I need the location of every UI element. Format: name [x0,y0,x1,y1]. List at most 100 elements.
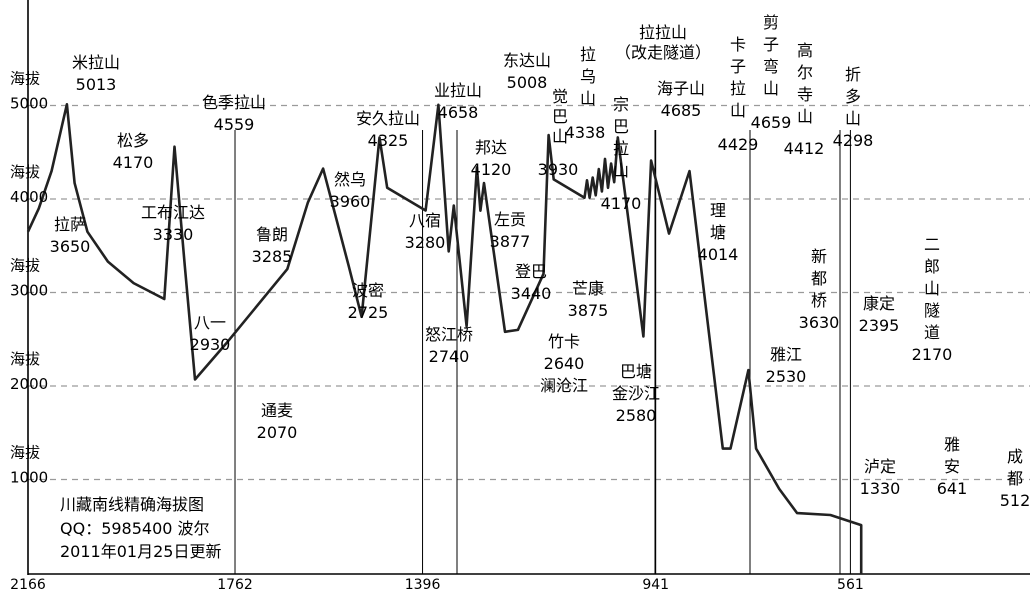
place-label-bomi: 波密 2725 [348,281,389,322]
place-label-anjiulashan: 安久拉山 4325 [356,109,420,150]
update-date: 2011年01月25日更新 [60,542,221,561]
place-label-line: 拉萨 [54,215,86,234]
place-label-basu: 八宿 3280 [405,211,446,252]
place-label-kangding: 康定 2395 [859,294,900,335]
place-label-zuogong: 左贡 3877 [490,210,531,251]
place-label-gaoersishan-v: 4412 [784,139,825,158]
x-tick-labels: 2166 1762 1396 941 561 [10,577,864,590]
place-label-line: 4412 [784,139,825,158]
x-tick-label: 2166 [10,577,46,590]
place-label-line: 512 [1000,491,1030,510]
place-label-line: 3630 [799,313,840,332]
place-label-line: 3440 [511,284,552,303]
place-label-line: 山 [845,109,861,128]
place-label-line: 1330 [860,479,901,498]
place-label-line: 康定 [863,294,895,313]
y-tick-prefix: 海拔 [10,163,40,181]
place-label-line: 3330 [153,225,194,244]
place-labels: 拉萨 3650 米拉山 5013 松多 4170 工布江达 3330 八一 2930 色季拉山 455… [50,13,1030,510]
place-label-line: 泸定 [864,457,896,476]
place-label-nujiangqiao: 怒江桥 2740 [425,325,473,366]
y-tick-labels: 海拔 5000 海拔 4000 海拔 3000 海拔 2000 海拔 1000 [10,70,48,487]
place-label-ranwu: 然乌 3960 [330,170,371,211]
x-tick-label: 1396 [405,577,441,590]
y-tick-label: 2000 [10,375,48,393]
place-label-line: 4170 [113,153,154,172]
place-label-haizishan: 海子山 4685 [657,79,705,120]
place-label-line: 竹卡 [548,332,580,351]
place-label-line: 鲁朗 [256,225,288,244]
place-label-line: 子 [730,57,746,76]
place-label-line: 安久拉山 [356,109,420,128]
x-tick-label: 1762 [217,577,253,590]
place-label-line: 弯 [763,57,779,76]
place-label-mangkang: 芒康 3875 [568,279,609,320]
place-label-line: 剪 [763,13,779,32]
place-label-yelashan: 业拉山 4658 [434,81,482,122]
place-label-line: 工布江达 [141,203,205,222]
place-label-line: 山 [797,107,813,126]
place-label-line: 邦达 [475,138,507,157]
place-label-xinduqiao: 新都桥 3630 [799,247,840,332]
place-label-line: 二 [924,235,940,254]
place-label-line: 2740 [429,347,470,366]
y-tick-prefix: 海拔 [10,350,40,368]
place-label-line: 左贡 [494,210,526,229]
place-label-line: 宗 [613,95,629,114]
place-label-line: 4014 [698,245,739,264]
place-label-lawushan-v: 4338 [565,123,606,142]
place-label-lulang: 鲁朗 3285 [252,225,293,266]
place-label-line: 3280 [405,233,446,252]
place-label-line: 4429 [718,135,759,154]
place-label-line: 金沙江 [612,384,660,403]
place-label-line: 然乌 [334,170,366,189]
place-label-jueba-v: 3930 [538,160,579,179]
y-tick-label: 3000 [10,282,48,300]
place-label-line: 卡 [730,35,746,54]
place-label-luding: 泸定 1330 [860,457,901,498]
place-label-line: （改走隧道） [615,43,711,62]
y-tick-prefix: 海拔 [10,257,40,275]
place-label-lawushan: 拉乌山 [580,45,596,108]
place-label-line: 隧 [924,301,940,320]
place-label-milashan: 米拉山 5013 [72,53,120,94]
place-label-line: 巴 [552,107,568,126]
place-label-line: 拉 [580,45,596,64]
place-label-line: 高 [797,41,813,60]
place-label-line: 2930 [190,335,231,354]
place-label-line: 都 [811,269,827,288]
place-label-line: 八一 [194,313,226,332]
place-label-line: 八宿 [409,211,441,230]
place-label-line: 山 [924,279,940,298]
place-label-line: 山 [613,161,629,180]
place-label-lalashan: 拉拉山（改走隧道） [615,23,711,62]
y-tick-prefix: 海拔 [10,444,40,462]
place-label-line: 3650 [50,237,91,256]
place-label-line: 4559 [214,115,255,134]
place-label-sejilashan: 色季拉山 4559 [202,93,266,134]
place-label-tongmai: 通麦 2070 [257,401,298,442]
place-label-line: 2170 [912,345,953,364]
place-label-litang: 理塘 4014 [698,201,739,264]
place-label-line: 3875 [568,301,609,320]
place-label-dongdashan: 东达山 5008 [503,51,551,92]
place-label-jueba: 觉巴山 [552,87,568,146]
place-label-line: 4685 [661,101,702,120]
y-tick-label: 1000 [10,469,48,487]
place-label-zhuka: 竹卡 2640 澜沧江 [540,332,588,395]
place-label-yaan: 雅安 641 [937,435,968,498]
place-label-line: 巴 [613,117,629,136]
place-label-line: 新 [811,247,827,266]
place-label-kazilashan-v: 4429 [718,135,759,154]
place-label-line: 成 [1007,447,1023,466]
place-label-lasa: 拉萨 3650 [50,215,91,256]
place-label-line: 4170 [601,194,642,213]
place-label-line: 业拉山 [434,81,482,100]
y-tick-label: 5000 [10,95,48,113]
place-label-line: 理 [710,201,726,220]
